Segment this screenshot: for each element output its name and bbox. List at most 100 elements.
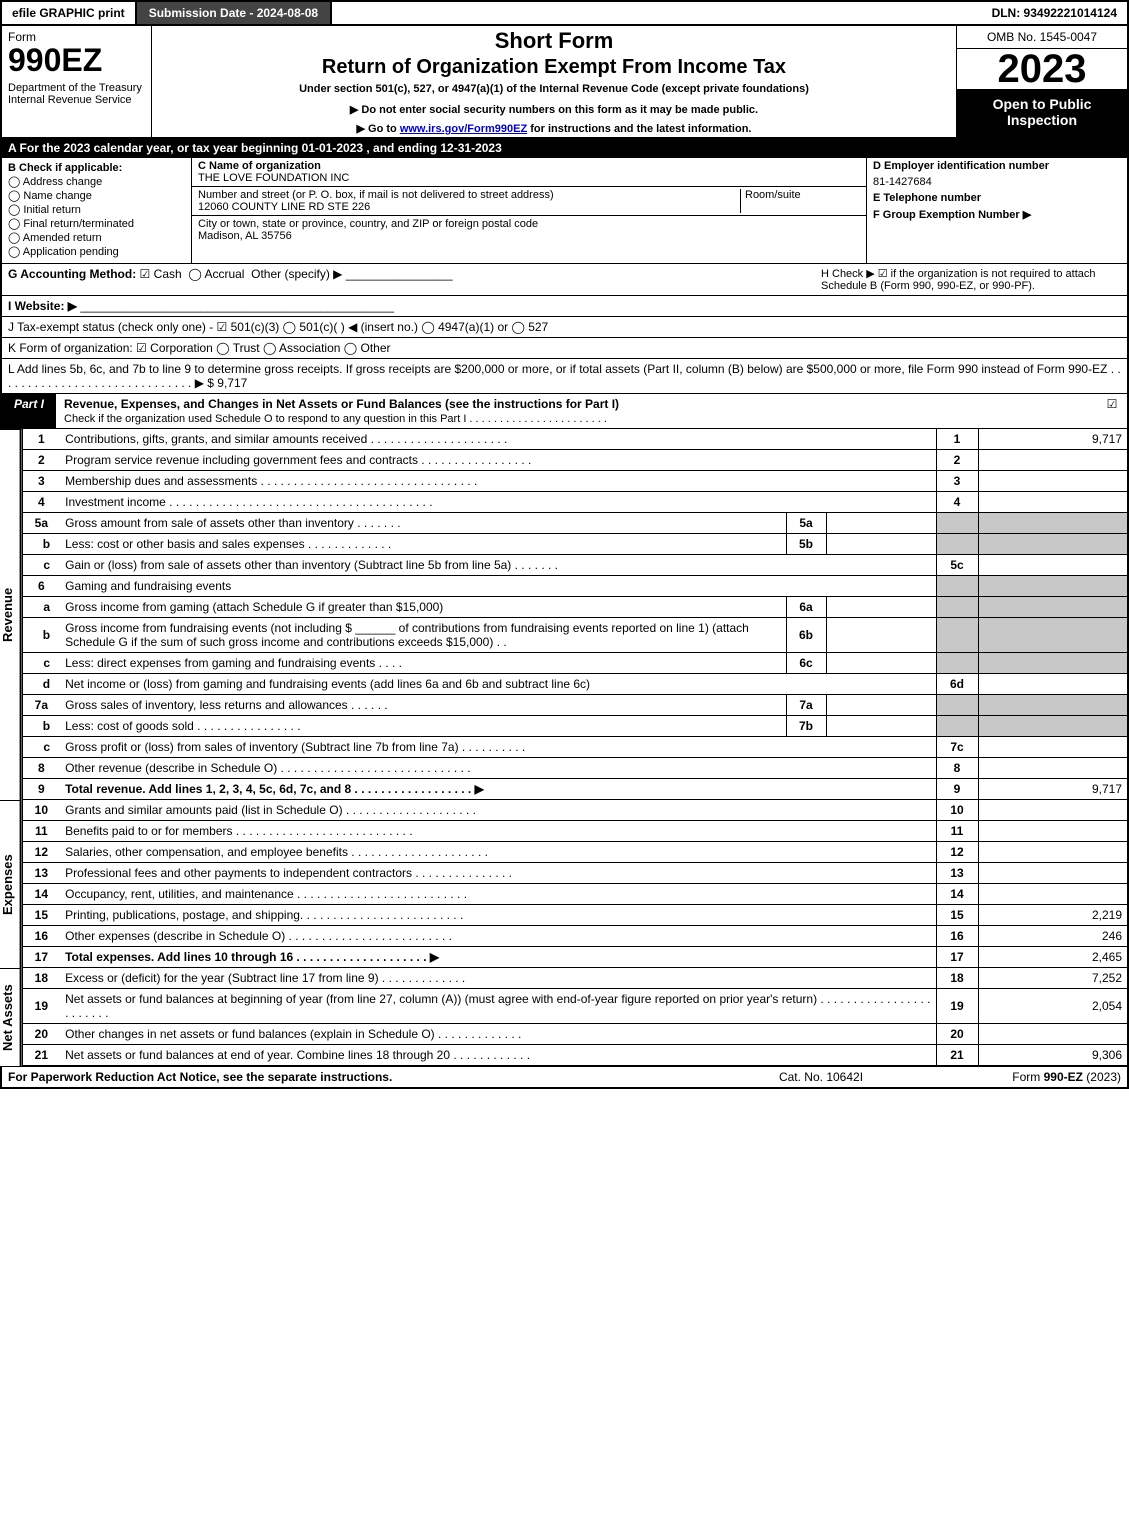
l6-gv	[978, 576, 1128, 597]
l11-r: 11	[936, 821, 978, 842]
g-accrual-chk[interactable]: ◯	[188, 267, 201, 281]
c-room-lab: Room/suite	[745, 189, 860, 201]
l20-r: 20	[936, 1024, 978, 1045]
l6c-gv	[978, 653, 1128, 674]
footer-left: For Paperwork Reduction Act Notice, see …	[8, 1070, 721, 1084]
l20-num: 20	[22, 1024, 60, 1045]
l10-num: 10	[22, 800, 60, 821]
l9-v: 9,717	[978, 779, 1128, 800]
c-city: City or town, state or province, country…	[192, 216, 866, 244]
l5b-sn: 5b	[786, 534, 826, 555]
l14-num: 14	[22, 884, 60, 905]
l16-r: 16	[936, 926, 978, 947]
part1-header: Part I Revenue, Expenses, and Changes in…	[0, 394, 1129, 429]
row-j: J Tax-exempt status (check only one) - ☑…	[0, 317, 1129, 338]
c-name-lab: C Name of organization	[198, 160, 860, 172]
chk-final[interactable]: ◯ Final return/terminated	[8, 217, 185, 230]
l18-desc: Excess or (deficit) for the year (Subtra…	[60, 968, 936, 989]
chk-pending[interactable]: ◯ Application pending	[8, 245, 185, 258]
goto-pre: ▶ Go to	[357, 123, 400, 135]
part1-chk[interactable]: ☑	[1097, 394, 1127, 428]
l5a-num: 5a	[22, 513, 60, 534]
l6-g	[936, 576, 978, 597]
part1-tab: Part I	[2, 394, 56, 428]
l6d-num: d	[22, 674, 60, 695]
l13-num: 13	[22, 863, 60, 884]
l7a-sn: 7a	[786, 695, 826, 716]
l6b-gv	[978, 618, 1128, 653]
chk-address[interactable]: ◯ Address change	[8, 175, 185, 188]
l6a-gv	[978, 597, 1128, 618]
info-grid: B Check if applicable: ◯ Address change …	[0, 158, 1129, 264]
l17-num: 17	[22, 947, 60, 968]
l7c-num: c	[22, 737, 60, 758]
l18-r: 18	[936, 968, 978, 989]
l11-num: 11	[22, 821, 60, 842]
l6-num: 6	[22, 576, 60, 597]
g-accounting: G Accounting Method: ☑ Cash ◯ Accrual Ot…	[8, 267, 821, 292]
l5b-gv	[978, 534, 1128, 555]
l8-v	[978, 758, 1128, 779]
c-city-val: Madison, AL 35756	[198, 230, 860, 242]
form-number: 990EZ	[8, 44, 145, 76]
g-accrual: Accrual	[204, 267, 244, 281]
chk-name[interactable]: ◯ Name change	[8, 189, 185, 202]
part1-title-text: Revenue, Expenses, and Changes in Net As…	[64, 397, 619, 411]
l12-num: 12	[22, 842, 60, 863]
l7b-desc: Less: cost of goods sold . . . . . . . .…	[60, 716, 786, 737]
top-bar: efile GRAPHIC print Submission Date - 20…	[0, 0, 1129, 26]
l3-v	[978, 471, 1128, 492]
l7a-g	[936, 695, 978, 716]
f-grp-lab: F Group Exemption Number ▶	[873, 208, 1121, 221]
c-addr-val: 12060 COUNTY LINE RD STE 226	[198, 201, 740, 213]
l5b-desc: Less: cost or other basis and sales expe…	[60, 534, 786, 555]
l2-v	[978, 450, 1128, 471]
l10-r: 10	[936, 800, 978, 821]
section-c: C Name of organization THE LOVE FOUNDATI…	[192, 158, 867, 263]
l6c-g	[936, 653, 978, 674]
l5a-desc: Gross amount from sale of assets other t…	[60, 513, 786, 534]
section-b: B Check if applicable: ◯ Address change …	[2, 158, 192, 263]
g-other: Other (specify) ▶	[251, 267, 342, 281]
l18-num: 18	[22, 968, 60, 989]
l12-v	[978, 842, 1128, 863]
l8-desc: Other revenue (describe in Schedule O) .…	[60, 758, 936, 779]
d-ein-lab: D Employer identification number	[873, 160, 1121, 172]
l5c-v	[978, 555, 1128, 576]
header-left: Form 990EZ Department of the Treasury In…	[2, 26, 152, 137]
row-a: A For the 2023 calendar year, or tax yea…	[0, 139, 1129, 158]
l-val: 9,717	[217, 376, 247, 390]
chk-initial[interactable]: ◯ Initial return	[8, 203, 185, 216]
netassets-section: Net Assets 18Excess or (deficit) for the…	[0, 968, 1129, 1066]
footer: For Paperwork Reduction Act Notice, see …	[0, 1066, 1129, 1089]
l6d-r: 6d	[936, 674, 978, 695]
l9-desc: Total revenue. Add lines 1, 2, 3, 4, 5c,…	[60, 779, 936, 800]
l14-v	[978, 884, 1128, 905]
chk-amended[interactable]: ◯ Amended return	[8, 231, 185, 244]
l16-v: 246	[978, 926, 1128, 947]
c-addr-lab: Number and street (or P. O. box, if mail…	[198, 189, 740, 201]
l-text: L Add lines 5b, 6c, and 7b to line 9 to …	[8, 362, 1121, 390]
l7c-v	[978, 737, 1128, 758]
goto-post: for instructions and the latest informat…	[527, 123, 751, 135]
under-section: Under section 501(c), 527, or 4947(a)(1)…	[160, 83, 948, 95]
l6b-desc: Gross income from fundraising events (no…	[60, 618, 786, 653]
i-website: I Website: ▶	[8, 299, 77, 313]
l4-r: 4	[936, 492, 978, 513]
l6b-g	[936, 618, 978, 653]
irs-link[interactable]: www.irs.gov/Form990EZ	[400, 123, 527, 135]
l15-num: 15	[22, 905, 60, 926]
part1-sub: Check if the organization used Schedule …	[64, 413, 607, 425]
l5c-r: 5c	[936, 555, 978, 576]
submission-date: Submission Date - 2024-08-08	[137, 2, 332, 24]
g-cash-chk[interactable]: ☑	[140, 267, 151, 281]
l21-desc: Net assets or fund balances at end of ye…	[60, 1045, 936, 1066]
l5a-sn: 5a	[786, 513, 826, 534]
l1-v: 9,717	[978, 429, 1128, 450]
l16-num: 16	[22, 926, 60, 947]
l13-v	[978, 863, 1128, 884]
l21-v: 9,306	[978, 1045, 1128, 1066]
efile-label[interactable]: efile GRAPHIC print	[2, 2, 137, 24]
l11-v	[978, 821, 1128, 842]
return-title: Return of Organization Exempt From Incom…	[160, 56, 948, 79]
